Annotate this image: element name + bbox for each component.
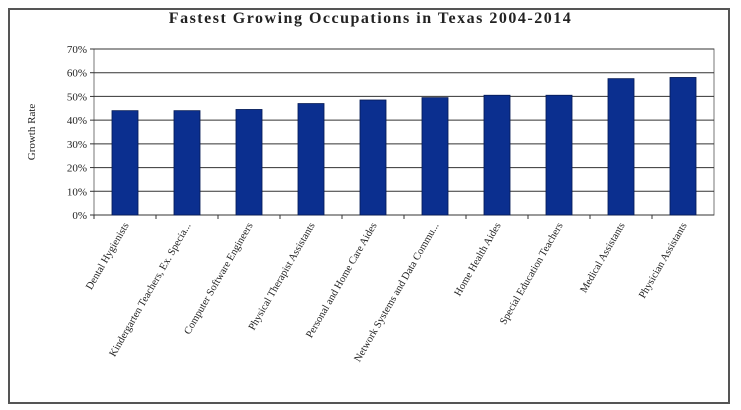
y-tick-label: 30% bbox=[67, 139, 87, 151]
y-tick-label: 10% bbox=[67, 186, 87, 198]
y-tick-label: 60% bbox=[67, 68, 87, 80]
bar bbox=[297, 103, 325, 216]
x-tick-label: Dental Hygienists bbox=[84, 221, 131, 292]
y-tick-label: 40% bbox=[67, 115, 87, 127]
y-axis-ticks: 0% 10% 20% 30% 40% 50% 60% 70% bbox=[67, 44, 94, 222]
y-tick-label: 0% bbox=[72, 210, 87, 222]
x-tick-label: Computer Software Engineers bbox=[183, 221, 256, 337]
x-tick-label: Special Education Teachers bbox=[498, 221, 565, 327]
y-axis-label: Growth Rate bbox=[26, 104, 38, 161]
y-tick-label: 70% bbox=[67, 44, 87, 56]
bar bbox=[669, 77, 697, 216]
bar bbox=[359, 99, 387, 216]
bar bbox=[111, 110, 139, 216]
x-tick-label: Personal and Home Care Aides bbox=[304, 221, 379, 340]
bar bbox=[483, 94, 511, 216]
bar bbox=[545, 94, 573, 216]
y-tick-label: 20% bbox=[67, 163, 87, 175]
x-tick-label: Physician Assistants bbox=[637, 221, 689, 301]
bar bbox=[235, 109, 263, 216]
bar bbox=[421, 97, 449, 216]
y-tick-label: 50% bbox=[67, 91, 87, 103]
x-tick-label: Physical Therapist Assistants bbox=[247, 221, 318, 332]
x-tick-label: Medical Assistants bbox=[579, 221, 628, 295]
bar bbox=[607, 78, 635, 216]
x-tick-label: Home Health Aides bbox=[453, 221, 504, 298]
chart-title: Fastest Growing Occupations in Texas 200… bbox=[168, 10, 573, 27]
bar bbox=[173, 110, 201, 216]
bars bbox=[111, 77, 697, 216]
